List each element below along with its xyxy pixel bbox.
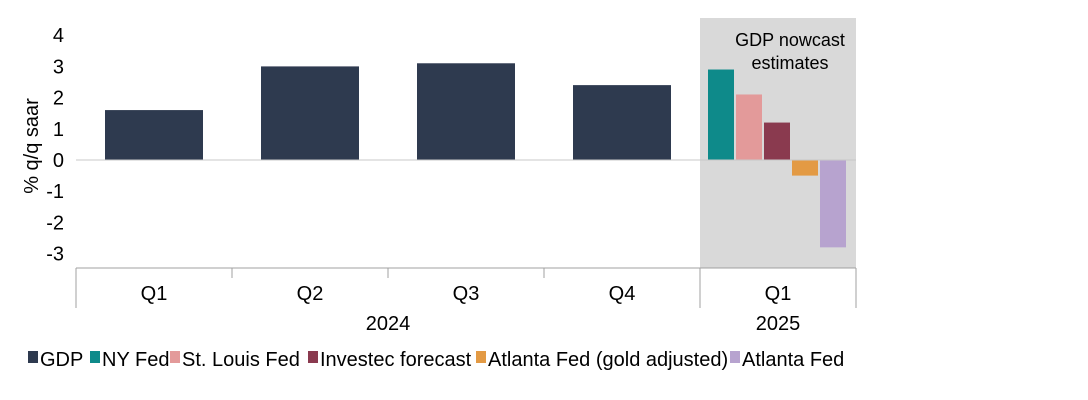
bar-investec-forecast <box>764 122 790 160</box>
legend-label-4: Atlanta Fed (gold adjusted) <box>488 349 728 371</box>
annotation-line-1: GDP nowcast <box>735 30 845 50</box>
legend-swatch-0 <box>28 351 38 363</box>
y-tick-label: -3 <box>46 244 64 266</box>
bar-gdp <box>261 66 359 160</box>
y-tick-label: 3 <box>53 56 64 78</box>
y-tick-label: 4 <box>53 25 64 47</box>
legend-swatch-3 <box>308 351 318 363</box>
bar-atlanta-fed <box>820 160 846 248</box>
y-tick-label: 2 <box>53 88 64 110</box>
bar-atlanta-fed-gold-adjusted <box>792 160 818 176</box>
legend-label-1: NY Fed <box>102 349 169 371</box>
annotation-line-2: estimates <box>751 53 828 73</box>
category-label: Q1 <box>765 283 792 305</box>
legend-label-5: Atlanta Fed <box>742 349 844 371</box>
category-label: Q1 <box>141 283 168 305</box>
year-label: 2025 <box>756 313 801 335</box>
category-label: Q2 <box>297 283 324 305</box>
legend-swatch-4 <box>476 351 486 363</box>
y-tick-label: -1 <box>46 181 64 203</box>
y-tick-label: 0 <box>53 150 64 172</box>
category-label: Q3 <box>453 283 480 305</box>
legend-swatch-5 <box>730 351 740 363</box>
bar-gdp <box>417 63 515 160</box>
bar-gdp <box>573 85 671 160</box>
bar-st-louis-fed <box>736 94 762 160</box>
category-label: Q4 <box>609 283 636 305</box>
legend-label-2: St. Louis Fed <box>182 349 300 371</box>
legend-label-3: Investec forecast <box>320 349 472 371</box>
year-label: 2024 <box>366 313 411 335</box>
y-axis-label: % q/q saar <box>21 98 43 194</box>
legend-swatch-1 <box>90 351 100 363</box>
y-tick-label: 1 <box>53 119 64 141</box>
legend-label-0: GDP <box>40 349 83 371</box>
bar-ny-fed <box>708 69 734 160</box>
y-tick-label: -2 <box>46 212 64 234</box>
legend-swatch-2 <box>170 351 180 363</box>
bar-gdp <box>105 110 203 160</box>
